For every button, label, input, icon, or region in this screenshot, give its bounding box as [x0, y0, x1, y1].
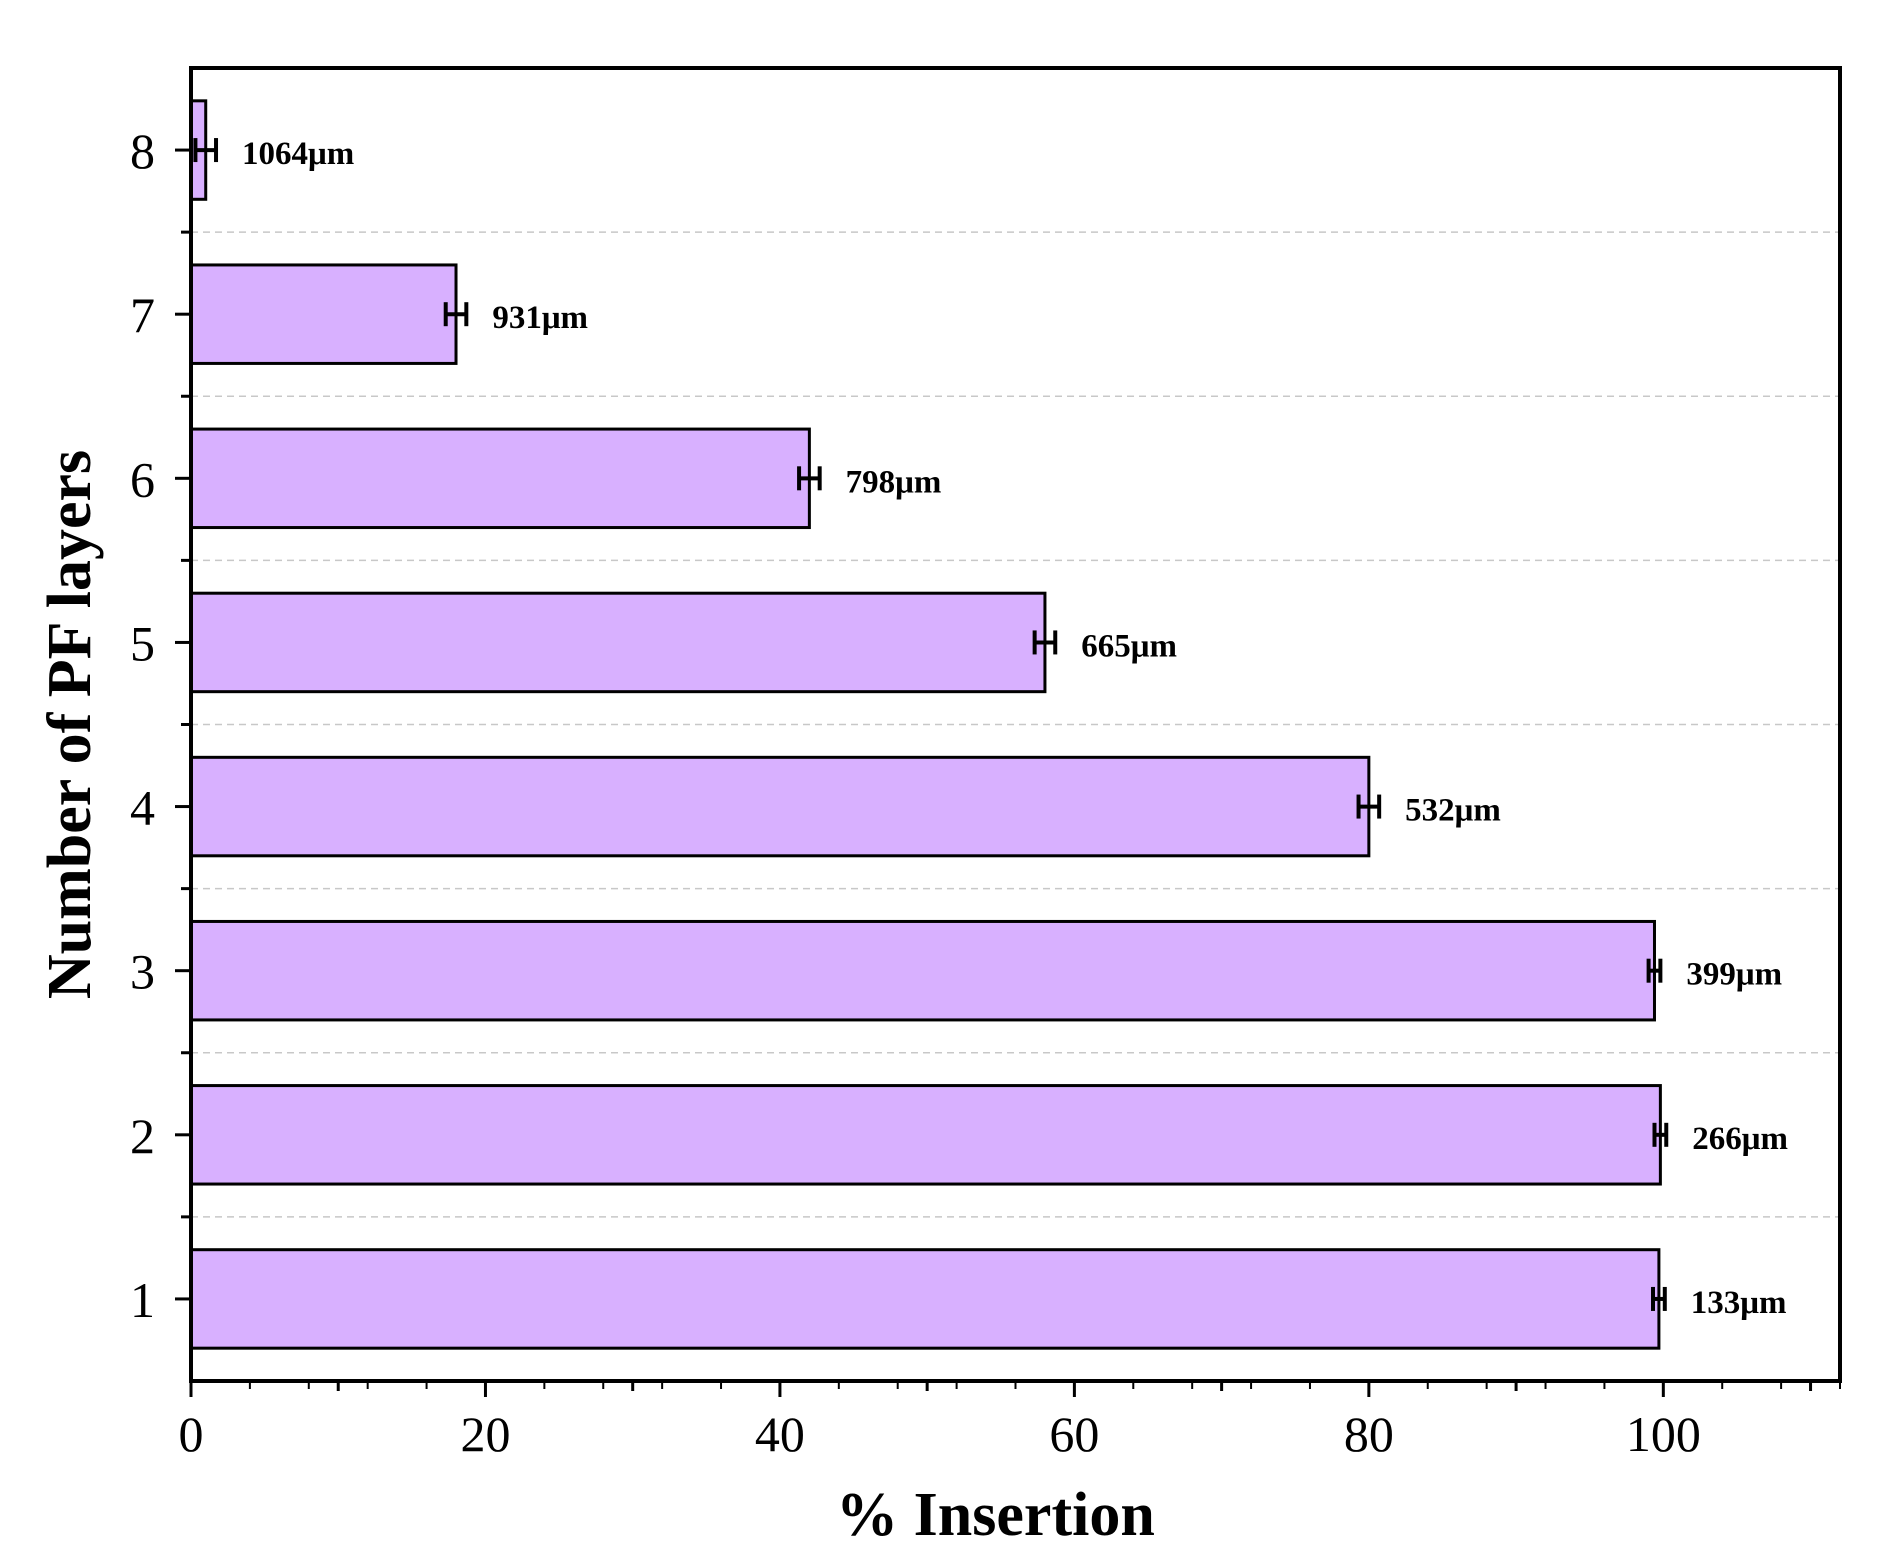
- x-tick-label: 60: [1049, 1406, 1099, 1462]
- error-bar: [1356, 794, 1382, 819]
- grid-lines: [191, 231, 1840, 1218]
- data-label: 665μm: [1081, 628, 1177, 664]
- error-bar: [1651, 1286, 1667, 1311]
- error-bar: [1032, 630, 1058, 655]
- bar: [189, 919, 1656, 1022]
- error-bar: [797, 466, 822, 491]
- error-bar: [443, 302, 469, 327]
- error-bar: [1646, 958, 1663, 983]
- y-tick-label: 2: [130, 1108, 155, 1164]
- error-bar: [193, 138, 219, 163]
- y-tick-label: 5: [130, 615, 155, 671]
- data-labels: 133μm 266μm 399μm 532μm 665μm 798μm 931μm 1064μ…: [242, 136, 1788, 1321]
- y-tick-label: 4: [130, 780, 155, 836]
- bar: [189, 755, 1371, 858]
- error-bar: [1652, 1122, 1669, 1147]
- x-tick-label: 80: [1344, 1406, 1394, 1462]
- y-tick-label: 1: [130, 1272, 155, 1328]
- x-axis-title: % Insertion: [836, 1481, 1155, 1549]
- data-label: 931μm: [492, 300, 588, 336]
- error-bars: [193, 138, 1669, 1311]
- data-label: 532μm: [1405, 793, 1501, 829]
- axis-ticks: 0 20 40 60 80 100 1 2 3 4 5 6 7 8: [130, 123, 1841, 1462]
- data-label: 133μm: [1691, 1285, 1787, 1321]
- y-tick-label: 8: [130, 123, 155, 179]
- y-tick-label: 3: [130, 944, 155, 1000]
- bar: [189, 427, 811, 530]
- bar: [189, 263, 458, 365]
- x-tick-label: 40: [755, 1406, 805, 1462]
- x-tick-label: 0: [179, 1406, 204, 1462]
- data-label: 266μm: [1692, 1121, 1788, 1157]
- y-tick-label: 6: [130, 451, 155, 507]
- data-label: 1064μm: [242, 136, 354, 172]
- x-tick-label: 100: [1626, 1406, 1701, 1462]
- x-tick-label: 20: [460, 1406, 510, 1462]
- y-axis-title: Number of PF layers: [36, 450, 104, 999]
- bar: [189, 1248, 1661, 1350]
- y-tick-label: 7: [130, 287, 155, 343]
- bar: [189, 1084, 1662, 1186]
- data-label: 399μm: [1686, 957, 1782, 993]
- bar: [189, 591, 1047, 694]
- data-label: 798μm: [846, 464, 942, 500]
